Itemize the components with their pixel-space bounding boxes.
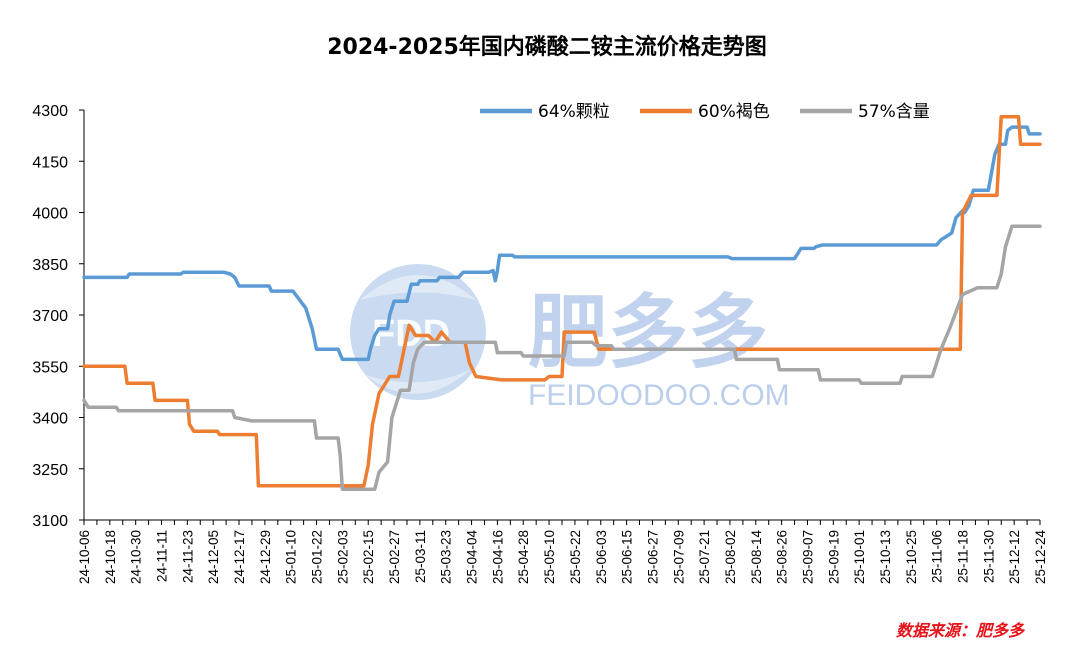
x-tick-label: 24-11-23 bbox=[180, 530, 195, 583]
y-tick-label: 3850 bbox=[32, 257, 68, 274]
y-tick-label: 3550 bbox=[32, 359, 68, 376]
x-tick-label: 25-04-16 bbox=[490, 530, 505, 584]
legend-label-3: 57%含量 bbox=[858, 102, 930, 122]
x-tick-label: 25-03-23 bbox=[439, 530, 454, 584]
x-tick-label: 25-11-30 bbox=[981, 530, 996, 583]
watermark-english: FEIDOODOO.COM bbox=[528, 379, 790, 412]
watermark-logo-icon: FDD bbox=[350, 264, 486, 400]
x-tick-label: 25-11-06 bbox=[930, 530, 945, 583]
y-tick-label: 3100 bbox=[32, 513, 68, 530]
x-tick-label: 25-12-12 bbox=[1007, 530, 1022, 584]
y-tick-label: 4000 bbox=[32, 206, 68, 223]
watermark: FDD 肥多多 FEIDOODOO.COM bbox=[350, 264, 790, 412]
x-tick-label: 25-04-28 bbox=[516, 530, 531, 584]
legend-label-2: 60%褐色 bbox=[698, 102, 770, 122]
x-tick-label: 25-02-03 bbox=[335, 530, 350, 584]
x-tick-label: 25-09-07 bbox=[800, 530, 815, 584]
x-tick-label: 25-11-18 bbox=[955, 530, 970, 583]
watermark-logo-letters: FDD bbox=[372, 313, 450, 355]
x-tick-label: 24-12-29 bbox=[258, 530, 273, 584]
legend-label-1: 64%颗粒 bbox=[538, 102, 610, 122]
x-tick-label: 25-03-11 bbox=[413, 530, 428, 583]
x-tick-label: 25-12-24 bbox=[1033, 530, 1048, 585]
source-note: 数据来源：肥多多 bbox=[896, 621, 1026, 640]
x-tick-label: 24-10-06 bbox=[77, 530, 92, 584]
x-tick-label: 25-07-21 bbox=[697, 530, 712, 584]
x-tick-label: 24-10-30 bbox=[129, 530, 144, 584]
x-tick-label: 24-10-18 bbox=[103, 530, 118, 584]
chart-title: 2024-2025年国内磷酸二铵主流价格走势图 bbox=[327, 34, 767, 60]
y-tick-label: 3700 bbox=[32, 308, 68, 325]
legend: 64%颗粒 60%褐色 57%含量 bbox=[480, 102, 930, 122]
x-tick-label: 25-08-02 bbox=[723, 530, 738, 584]
x-tick-label: 25-06-03 bbox=[594, 530, 609, 584]
y-tick-label: 4300 bbox=[32, 103, 68, 120]
x-tick-label: 25-10-01 bbox=[852, 530, 867, 584]
x-tick-label: 25-10-25 bbox=[904, 530, 919, 584]
x-tick-label: 25-05-22 bbox=[568, 530, 583, 584]
x-tick-label: 25-06-27 bbox=[645, 530, 660, 584]
series-line-2 bbox=[82, 115, 1042, 488]
y-tick-label: 3400 bbox=[32, 411, 68, 428]
x-tick-label: 25-02-15 bbox=[361, 530, 376, 584]
x-tick-label: 25-08-26 bbox=[775, 530, 790, 584]
x-tick-label: 25-01-10 bbox=[284, 530, 299, 584]
x-tick-label: 24-11-11 bbox=[155, 530, 170, 582]
y-tick-label: 4150 bbox=[32, 154, 68, 171]
y-axis: 3100 3250 3400 3550 3700 3850 4000 4150 4300 bbox=[32, 103, 84, 530]
x-axis: 24-10-06 24-10-18 24-10-30 24-11-11 24-11-23… bbox=[77, 520, 1048, 584]
x-tick-label: 24-12-17 bbox=[232, 530, 247, 584]
x-tick-label: 25-08-14 bbox=[749, 530, 764, 585]
x-tick-label: 25-04-04 bbox=[465, 530, 480, 585]
x-tick-label: 25-02-27 bbox=[387, 530, 402, 584]
x-tick-label: 25-05-10 bbox=[542, 530, 557, 584]
series-group bbox=[82, 115, 1042, 492]
x-tick-label: 25-06-15 bbox=[620, 530, 635, 584]
x-tick-label: 25-07-09 bbox=[671, 530, 686, 584]
x-tick-label: 25-09-19 bbox=[826, 530, 841, 584]
x-tick-label: 25-10-13 bbox=[878, 530, 893, 584]
y-tick-label: 3250 bbox=[32, 462, 68, 479]
x-tick-label: 25-01-22 bbox=[310, 530, 325, 584]
x-tick-label: 24-12-05 bbox=[206, 530, 221, 584]
series-line-3 bbox=[82, 224, 1042, 492]
